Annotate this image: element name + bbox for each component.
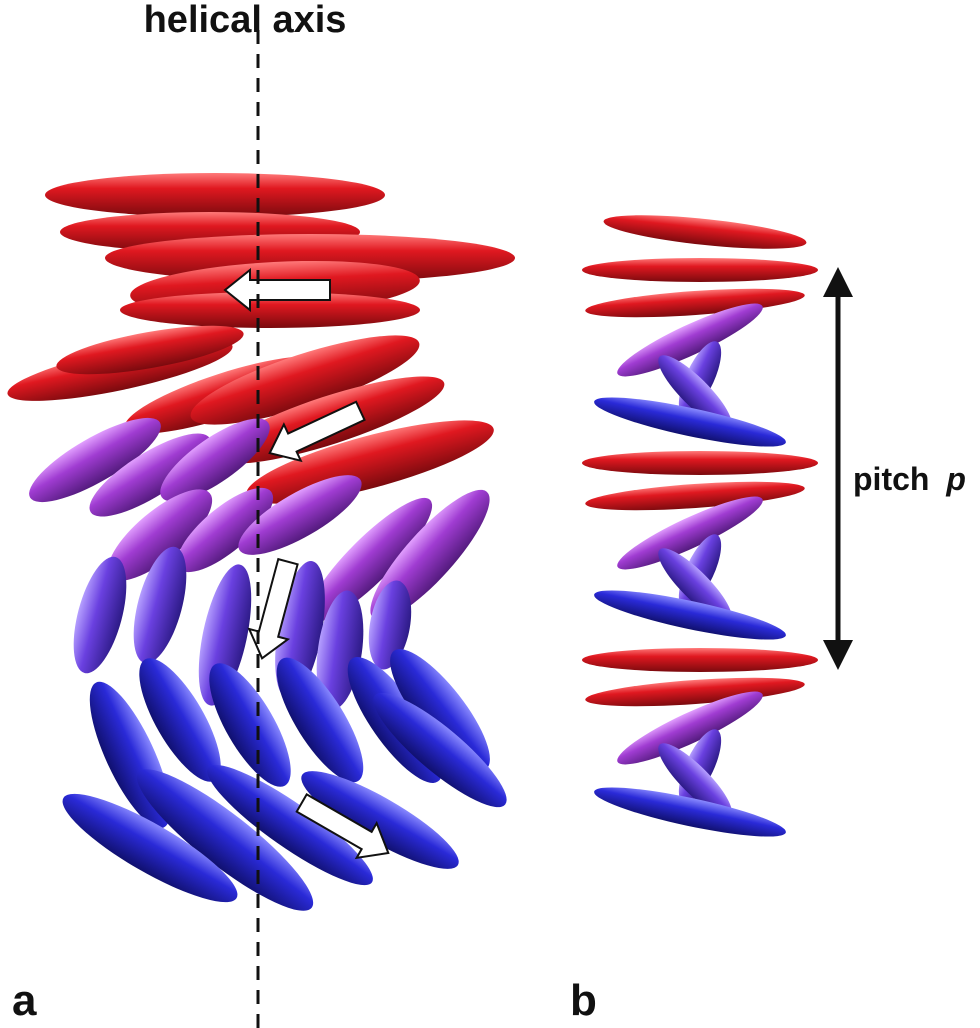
- molecule-blue: [209, 663, 291, 787]
- molecule-purple: [176, 487, 274, 573]
- molecule-blue: [594, 397, 786, 447]
- molecule-violet: [73, 556, 127, 674]
- molecule-red: [585, 677, 805, 707]
- molecule-purple: [89, 433, 211, 517]
- molecule-red: [45, 173, 385, 217]
- molecule-violet: [658, 743, 732, 817]
- helical-axis-label: helical axis: [144, 0, 347, 41]
- molecule-purple: [160, 418, 270, 502]
- pitch-symbol: p: [945, 461, 966, 497]
- molecule-blue: [207, 764, 373, 886]
- molecule-blue: [594, 590, 786, 640]
- molecule-blue: [136, 769, 314, 911]
- molecule-violet: [658, 548, 732, 622]
- molecule-red: [603, 215, 807, 249]
- molecule-purple: [29, 417, 161, 503]
- molecule-red: [582, 451, 818, 475]
- molecule-red: [585, 288, 805, 318]
- panel-b-label: b: [570, 976, 597, 1025]
- molecule-blue: [373, 692, 507, 808]
- molecule-violet: [658, 355, 732, 429]
- molecule-purple: [617, 691, 763, 765]
- molecule-purple: [307, 497, 433, 623]
- molecule-purple: [617, 303, 763, 377]
- director-arrow-icon: [268, 400, 366, 463]
- molecule-red: [56, 325, 244, 375]
- director-arrows: [223, 267, 390, 860]
- molecule-violet: [368, 580, 412, 670]
- molecule-purple: [238, 475, 362, 555]
- molecule-red: [582, 648, 818, 672]
- molecule-blue: [276, 657, 364, 783]
- molecule-blue: [390, 649, 490, 771]
- molecule-violet: [133, 546, 187, 664]
- director-arrow-icon: [247, 557, 299, 660]
- pitch-word: pitch: [853, 461, 929, 497]
- molecule-red: [120, 292, 420, 328]
- molecule-blue: [139, 658, 221, 782]
- panel-b-molecules: [582, 215, 818, 837]
- molecule-blue: [301, 771, 459, 869]
- molecule-red: [246, 420, 494, 504]
- molecule-blue: [62, 793, 238, 903]
- panel-a-label: a: [12, 976, 37, 1025]
- molecule-purple: [107, 489, 213, 581]
- director-arrow-icon: [295, 792, 390, 860]
- pitch-label: pitch p: [853, 461, 966, 497]
- molecule-red: [585, 481, 805, 511]
- molecule-blue: [594, 787, 786, 837]
- molecule-red: [190, 335, 420, 425]
- molecule-purple: [617, 496, 763, 570]
- director-arrow-icon: [223, 267, 331, 313]
- molecule-red: [582, 258, 818, 282]
